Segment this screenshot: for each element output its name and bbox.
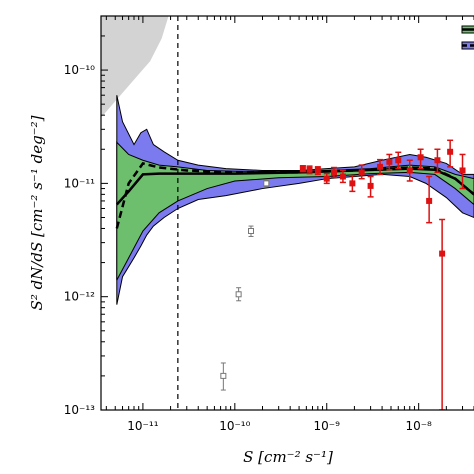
x-axis-label: S [cm⁻² s⁻¹] bbox=[243, 448, 333, 466]
red-point bbox=[395, 157, 402, 164]
red-point bbox=[417, 154, 424, 161]
red-point bbox=[299, 165, 306, 172]
red-point bbox=[459, 167, 466, 174]
x-tick-label: 10⁻⁹ bbox=[314, 419, 341, 433]
red-point bbox=[434, 157, 441, 164]
x-tick-label: 10⁻¹⁰ bbox=[219, 419, 250, 433]
red-point bbox=[339, 173, 346, 180]
open-point bbox=[220, 372, 227, 379]
green-band bbox=[116, 141, 474, 281]
red-point bbox=[439, 250, 446, 257]
excluded-region bbox=[101, 16, 169, 118]
y-tick-label: 10⁻¹² bbox=[64, 290, 95, 304]
plot-frame bbox=[100, 15, 474, 411]
dashed-line bbox=[115, 162, 474, 229]
red-point bbox=[367, 182, 374, 189]
y-axis-label: S² dN/dS [cm⁻² s⁻¹ deg⁻²] bbox=[28, 115, 46, 310]
x-tick-label: 10⁻¹¹ bbox=[127, 419, 158, 433]
red-point bbox=[426, 197, 433, 204]
red-point bbox=[349, 180, 356, 187]
y-tick-label: 10⁻¹¹ bbox=[64, 176, 95, 190]
open-point bbox=[248, 227, 255, 234]
y-tick-label: 10⁻¹⁰ bbox=[64, 63, 95, 77]
red-point bbox=[314, 167, 321, 174]
blue-band bbox=[116, 95, 474, 305]
red-point bbox=[323, 175, 330, 182]
x-tick-label: 10⁻⁸ bbox=[405, 419, 432, 433]
open-point bbox=[263, 180, 270, 187]
red-point bbox=[331, 169, 338, 176]
y-tick-label: 10⁻¹³ bbox=[64, 403, 95, 417]
red-point bbox=[358, 169, 365, 176]
red-point bbox=[306, 166, 313, 173]
red-point bbox=[377, 163, 384, 170]
red-point bbox=[447, 148, 454, 155]
red-point bbox=[386, 158, 393, 165]
open-point bbox=[235, 291, 242, 298]
red-point bbox=[406, 167, 413, 174]
